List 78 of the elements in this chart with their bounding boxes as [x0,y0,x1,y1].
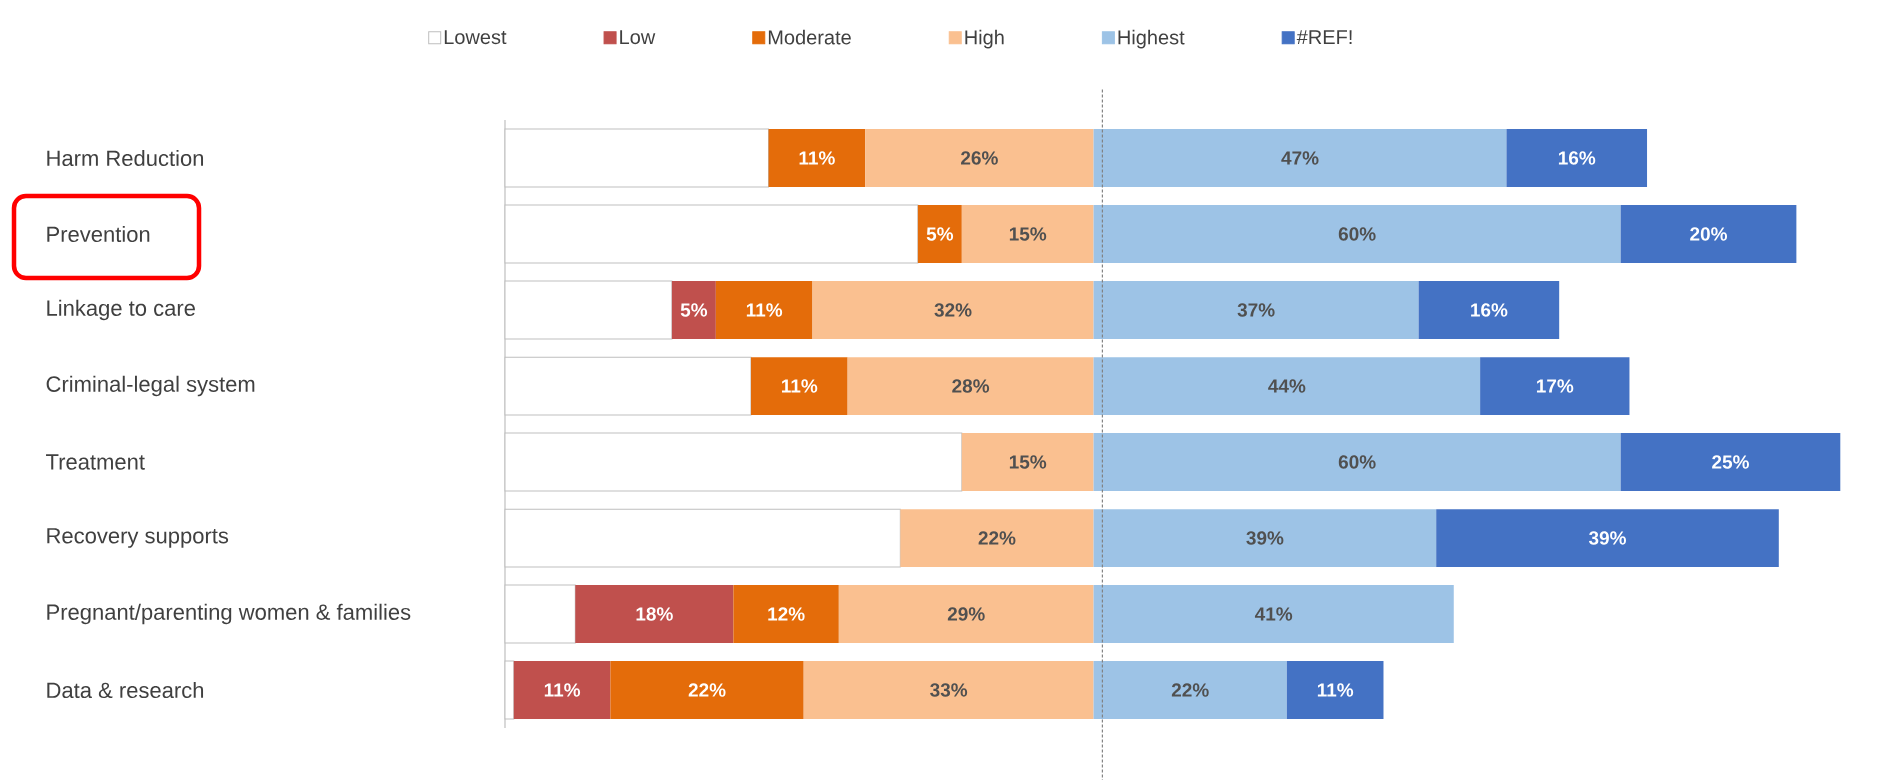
data-label: 29% [947,607,985,621]
data-label: 11% [799,151,835,165]
data-label: 11% [1317,683,1354,697]
data-label: 5% [926,227,954,241]
y-tick-label: Prevention [47,225,150,243]
data-label: 20% [1690,227,1728,241]
data-label: 39% [1588,531,1626,545]
bar [838,585,1094,643]
data-label: 22% [1171,683,1209,697]
bar [715,281,813,339]
bar [1093,129,1507,187]
data-label: 11% [782,379,818,393]
bar [1093,205,1621,263]
data-label: 33% [930,683,968,697]
bar [1093,433,1621,491]
data-label: 16% [1471,303,1508,317]
bar [733,585,839,643]
data-label: 39% [1246,531,1284,545]
bar [1093,281,1419,339]
bar [513,661,611,719]
bar [917,205,962,263]
y-tick-label: Linkage to care [47,299,195,321]
y-tick-label: Criminal-legal system [46,375,255,397]
bar [768,129,866,187]
bar [865,129,1094,187]
data-label: 60% [1338,455,1376,469]
bar [847,357,1094,415]
legend-label: High [965,29,1004,49]
data-label: 28% [952,379,990,393]
data-label: 5% [680,303,708,317]
bar [1093,509,1437,567]
bar [575,585,734,643]
legend-label: #REF! [1296,30,1352,44]
data-label: 37% [1237,303,1275,317]
bar [1286,661,1384,719]
data-label: 17% [1536,379,1574,393]
bar [610,661,804,719]
y-tick-label: Pregnant/parenting women & families [47,603,411,625]
bar [1620,205,1797,263]
bar [1620,433,1841,491]
bar [1506,129,1648,187]
legend-label: Low [620,30,656,45]
data-label: 22% [688,683,726,697]
bar [1480,357,1630,415]
y-tick-label: Treatment [46,454,145,470]
bar [750,357,848,415]
bar [900,509,1094,567]
data-label: 25% [1712,455,1749,469]
bar [1418,281,1560,339]
bar [1093,661,1287,719]
bar [961,205,1094,263]
data-label: 16% [1558,151,1596,165]
data-label: 12% [768,607,805,621]
data-label: 15% [1009,455,1047,469]
bar [1436,509,1779,567]
data-label: 22% [978,531,1016,545]
data-label: 11% [746,303,783,317]
data-label: 41% [1254,607,1293,621]
data-label: 26% [961,151,998,165]
y-tick-label: Data & research [47,681,204,699]
y-tick-label: Harm Reduction [47,149,204,167]
data-label: 47% [1281,151,1319,165]
bar [671,281,716,339]
data-label: 15% [1009,227,1047,241]
legend-label: Moderate [768,29,851,45]
bar [1093,585,1454,643]
bar [803,661,1094,719]
data-label: 18% [636,607,673,621]
legend-label: Highest [1118,29,1185,49]
legend-label: Lowest [444,30,507,45]
y-tick-label: Recovery supports [47,528,229,548]
data-label: 32% [934,303,972,317]
data-label: 44% [1268,379,1306,393]
data-label: 60% [1338,227,1376,241]
bar [1093,357,1481,415]
bar [812,281,1094,339]
bar [961,433,1094,491]
data-label: 11% [544,683,581,697]
